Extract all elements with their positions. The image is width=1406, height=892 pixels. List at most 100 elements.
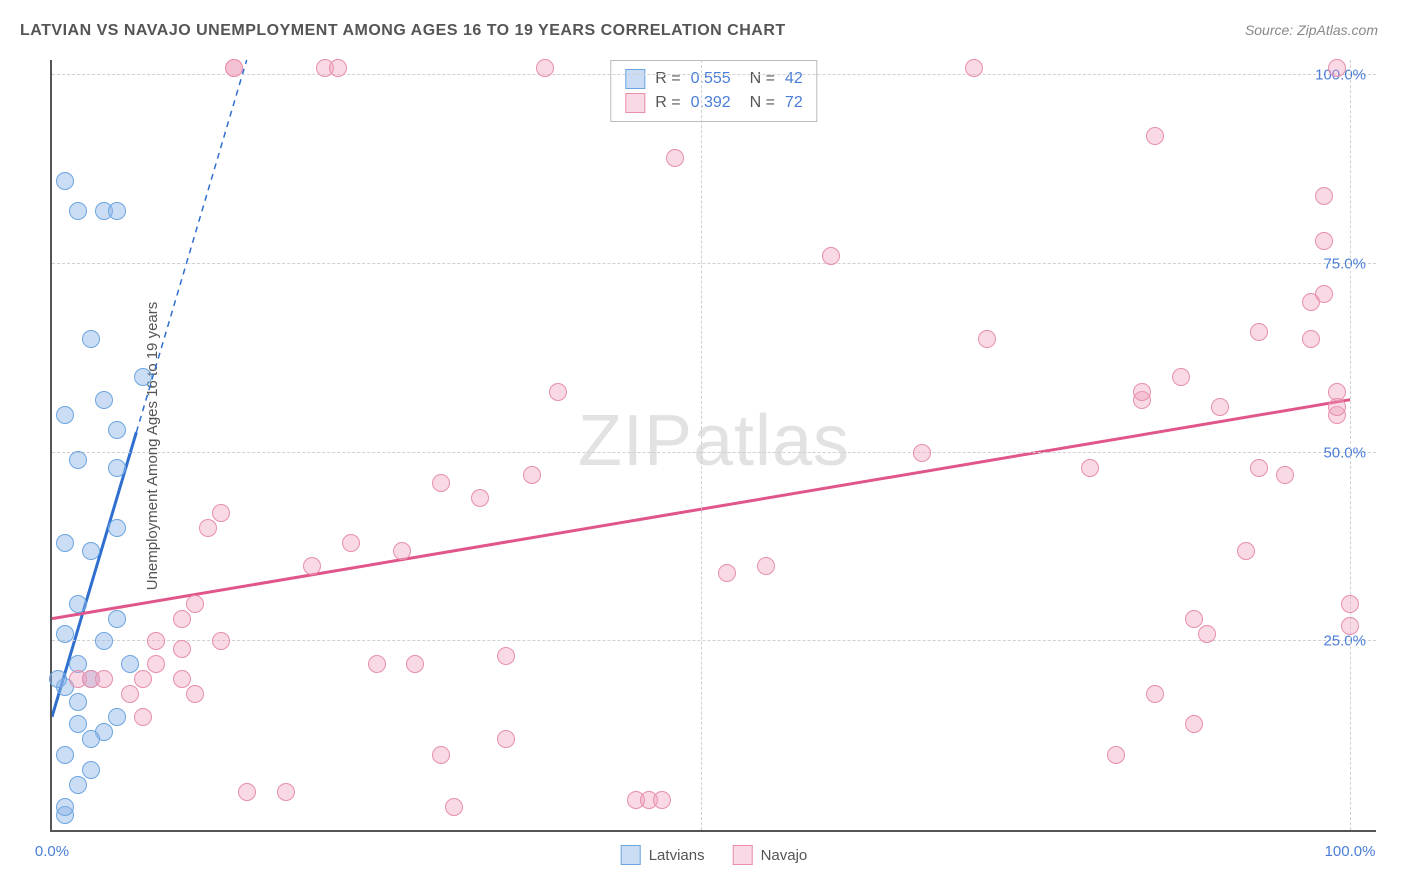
scatter-point xyxy=(95,670,113,688)
scatter-point xyxy=(523,466,541,484)
scatter-point xyxy=(56,798,74,816)
scatter-point xyxy=(108,459,126,477)
scatter-point xyxy=(718,564,736,582)
scatter-point xyxy=(56,406,74,424)
scatter-point xyxy=(822,247,840,265)
x-tick-label: 100.0% xyxy=(1325,843,1376,860)
scatter-point xyxy=(212,632,230,650)
scatter-point xyxy=(277,783,295,801)
stats-n-latvians: 42 xyxy=(785,70,803,88)
scatter-point xyxy=(56,172,74,190)
scatter-point xyxy=(121,685,139,703)
scatter-point xyxy=(69,715,87,733)
scatter-point xyxy=(173,610,191,628)
scatter-point xyxy=(1328,59,1346,77)
scatter-point xyxy=(1133,383,1151,401)
scatter-point xyxy=(69,776,87,794)
scatter-point xyxy=(49,670,67,688)
watermark-text: ZIPatlas xyxy=(578,400,850,482)
scatter-point xyxy=(432,474,450,492)
scatter-point xyxy=(108,202,126,220)
stats-row-latvians: R = 0.555 N = 42 xyxy=(625,67,802,91)
scatter-point xyxy=(1172,368,1190,386)
scatter-point xyxy=(186,685,204,703)
scatter-point xyxy=(1250,323,1268,341)
scatter-point xyxy=(82,730,100,748)
scatter-point xyxy=(108,708,126,726)
scatter-point xyxy=(212,504,230,522)
scatter-point xyxy=(1302,330,1320,348)
legend-swatch-navajo-icon xyxy=(733,845,753,865)
scatter-point xyxy=(108,519,126,537)
scatter-point xyxy=(1315,187,1333,205)
trend-lines-layer xyxy=(52,60,1376,830)
stats-n-label: N = xyxy=(741,94,775,112)
scatter-point xyxy=(1237,542,1255,560)
scatter-point xyxy=(1341,595,1359,613)
y-tick-label: 50.0% xyxy=(1323,444,1366,461)
scatter-point xyxy=(173,670,191,688)
scatter-point xyxy=(108,421,126,439)
scatter-point xyxy=(108,610,126,628)
scatter-point xyxy=(406,655,424,673)
stats-box: R = 0.555 N = 42 R = 0.392 N = 72 xyxy=(610,60,817,122)
scatter-point xyxy=(69,451,87,469)
scatter-point xyxy=(82,330,100,348)
scatter-point xyxy=(757,557,775,575)
scatter-point xyxy=(82,761,100,779)
scatter-point xyxy=(1146,127,1164,145)
scatter-point xyxy=(432,746,450,764)
scatter-point xyxy=(303,557,321,575)
chart-title: LATVIAN VS NAVAJO UNEMPLOYMENT AMONG AGE… xyxy=(20,22,786,40)
stats-r-latvians: 0.555 xyxy=(691,70,731,88)
scatter-point xyxy=(497,647,515,665)
scatter-point xyxy=(225,59,243,77)
swatch-latvians-icon xyxy=(625,69,645,89)
source-credit: Source: ZipAtlas.com xyxy=(1245,22,1378,38)
gridline-vertical xyxy=(701,60,702,830)
scatter-point xyxy=(173,640,191,658)
scatter-point xyxy=(471,489,489,507)
legend-label-navajo: Navajo xyxy=(761,847,808,864)
scatter-point xyxy=(121,655,139,673)
scatter-point xyxy=(1081,459,1099,477)
scatter-point xyxy=(965,59,983,77)
scatter-point xyxy=(186,595,204,613)
scatter-point xyxy=(1211,398,1229,416)
scatter-point xyxy=(393,542,411,560)
x-tick-label: 0.0% xyxy=(35,843,69,860)
scatter-point xyxy=(1185,610,1203,628)
scatter-point xyxy=(134,670,152,688)
scatter-point xyxy=(653,791,671,809)
legend-item-latvians: Latvians xyxy=(621,845,705,865)
legend-item-navajo: Navajo xyxy=(733,845,808,865)
scatter-point xyxy=(69,595,87,613)
scatter-point xyxy=(536,59,554,77)
scatter-point xyxy=(1328,398,1346,416)
scatter-point xyxy=(95,632,113,650)
scatter-point xyxy=(1315,232,1333,250)
stats-r-navajo: 0.392 xyxy=(691,94,731,112)
scatter-point xyxy=(56,534,74,552)
stats-n-label: N = xyxy=(741,70,775,88)
legend-label-latvians: Latvians xyxy=(649,847,705,864)
legend-swatch-latvians-icon xyxy=(621,845,641,865)
gridline-vertical xyxy=(1350,60,1351,830)
scatter-point xyxy=(147,632,165,650)
scatter-point xyxy=(1185,715,1203,733)
scatter-point xyxy=(913,444,931,462)
scatter-point xyxy=(1341,617,1359,635)
scatter-point xyxy=(147,655,165,673)
scatter-point xyxy=(95,391,113,409)
gridline-horizontal xyxy=(52,452,1376,453)
gridline-horizontal xyxy=(52,263,1376,264)
scatter-point xyxy=(82,542,100,560)
scatter-point xyxy=(978,330,996,348)
y-tick-label: 25.0% xyxy=(1323,633,1366,650)
scatter-point xyxy=(1198,625,1216,643)
scatter-point xyxy=(342,534,360,552)
y-tick-label: 75.0% xyxy=(1323,255,1366,272)
scatter-point xyxy=(1250,459,1268,477)
scatter-point xyxy=(199,519,217,537)
scatter-point xyxy=(1146,685,1164,703)
